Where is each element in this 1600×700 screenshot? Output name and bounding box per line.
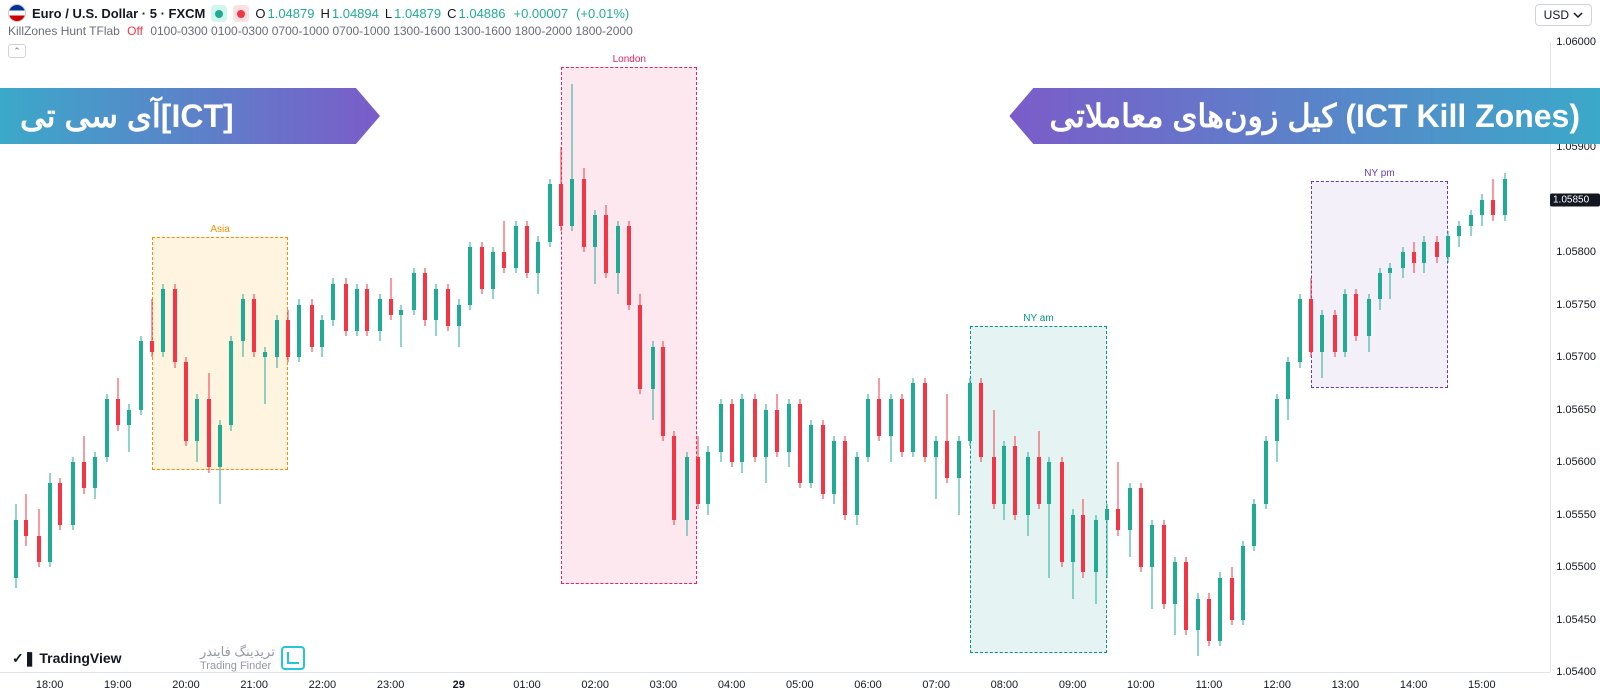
x-tick: 20:00 [172,679,200,691]
symbol-flag-icon [8,4,26,22]
x-tick: 05:00 [786,679,814,691]
change-pct: (+0.01%) [574,6,629,21]
symbol-title[interactable]: Euro / U.S. Dollar · 5 · FXCM [32,6,205,21]
killzone-label: NY am [1023,313,1053,324]
y-tick: 1.05450 [1556,614,1596,626]
change: +0.00007 [512,6,569,21]
title-banner-left: آی سی تی[ICT] [0,88,380,144]
x-axis[interactable]: 18:00 19:00 20:00 21:00 22:00 23:00 29 01:00 02:… [0,672,1550,700]
x-tick: 29 [453,679,465,691]
x-tick: 23:00 [377,679,405,691]
x-tick: 19:00 [104,679,132,691]
status-dot-green [211,5,227,22]
ohlc-h: H1.04894 [320,6,378,21]
x-tick: 08:00 [991,679,1019,691]
chevron-down-icon [1573,10,1583,20]
x-tick: 18:00 [36,679,64,691]
killzone-label: London [613,54,646,65]
current-price-label: 1.05850 [1550,193,1600,206]
x-tick: 07:00 [922,679,950,691]
ohlc-l: L1.04879 [385,6,441,21]
indicator-status: Off [127,24,143,38]
tradingfinder-logo: تریدینگ فایندر Trading Finder [200,644,305,672]
killzone-label: NY pm [1364,168,1394,179]
killzone-london: London [561,67,697,584]
chart-header: Euro / U.S. Dollar · 5 · FXCM O1.04879 H… [8,4,1592,22]
x-tick: 10:00 [1127,679,1155,691]
currency-button[interactable]: USD [1535,4,1592,26]
ohlc-o: O1.04879 [255,6,314,21]
y-tick: 1.05650 [1556,404,1596,416]
x-tick: 03:00 [650,679,678,691]
y-tick: 1.05400 [1556,666,1596,678]
currency-label: USD [1544,8,1569,22]
x-tick: 21:00 [240,679,268,691]
x-tick: 22:00 [309,679,337,691]
tradingview-logo: ✓❚ TradingView [12,650,122,668]
x-tick: 13:00 [1332,679,1360,691]
indicator-name: KillZones Hunt TFlab [8,24,120,38]
x-tick: 02:00 [581,679,609,691]
killzone-label: Asia [210,224,229,235]
y-tick: 1.05550 [1556,509,1596,521]
status-dot-red [233,5,249,22]
y-tick: 1.05700 [1556,351,1596,363]
title-banner-main: کیل زون‌های معاملاتی (ICT Kill Zones) [1009,88,1600,144]
y-tick: 1.06000 [1556,36,1596,48]
x-tick: 06:00 [854,679,882,691]
x-tick: 04:00 [718,679,746,691]
x-tick: 09:00 [1059,679,1087,691]
x-tick: 12:00 [1263,679,1291,691]
x-tick: 14:00 [1400,679,1428,691]
x-tick: 15:00 [1468,679,1496,691]
x-tick: 01:00 [513,679,541,691]
indicator-row[interactable]: KillZones Hunt TFlab Off 0100-0300 0100-… [8,24,633,38]
ohlc-c: C1.04886 [447,6,505,21]
y-tick: 1.05800 [1556,246,1596,258]
y-tick: 1.05600 [1556,456,1596,468]
y-tick: 1.05750 [1556,299,1596,311]
tradingfinder-icon [281,646,305,670]
y-tick: 1.05500 [1556,561,1596,573]
x-tick: 11:00 [1196,679,1223,691]
indicator-params: 0100-0300 0100-0300 0700-1000 0700-1000 … [150,24,632,38]
